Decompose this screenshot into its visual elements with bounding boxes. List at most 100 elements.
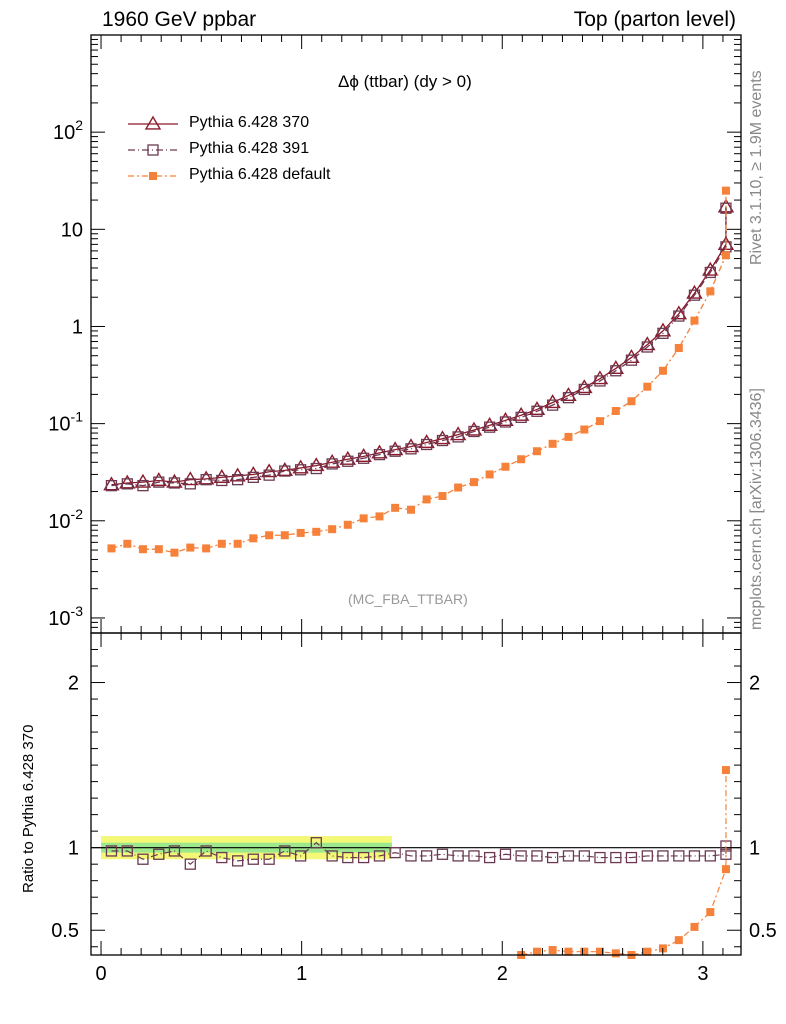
ratio-point-s1-30 [580, 947, 589, 956]
data-point-s0-13 [308, 457, 325, 472]
data-point-s0-0 [103, 476, 120, 491]
ratio-point-s0-38 [704, 850, 716, 862]
x-tick-label: 1 [296, 963, 307, 985]
data-point-s2-3 [154, 545, 163, 554]
ratio-point-s0-11 [279, 845, 291, 857]
ratio-y-tick-label: 2 [68, 673, 79, 695]
data-point-s0-14 [323, 453, 341, 468]
ratio-y-tick-label: 1 [68, 838, 79, 860]
data-point-s0-24 [481, 416, 498, 431]
ratio-point-s0-31 [594, 851, 606, 864]
data-point-s2-24 [485, 470, 494, 479]
data-point-s0-31 [591, 370, 609, 385]
ratio-point-s1-40 [721, 766, 730, 775]
data-point-s2-5 [186, 543, 195, 552]
mcplots-credit: mcplots.cern.ch [arXiv:1306.3436] [748, 388, 765, 630]
data-point-s1-14 [326, 458, 338, 470]
data-point-s1-26 [515, 411, 527, 424]
ratio-point-s0-2 [137, 853, 149, 865]
data-point-s2-35 [658, 366, 667, 375]
legend-marker-1 [147, 144, 159, 156]
data-point-s1-10 [263, 469, 275, 481]
data-point-s0-28 [544, 394, 561, 409]
data-point-s2-9 [249, 534, 258, 543]
data-point-s2-8 [233, 539, 242, 548]
ratio-point-s0-28 [546, 851, 559, 864]
ratio-y-axis-label: Ratio to Pythia 6.428 370 [20, 724, 37, 893]
data-point-s1-4 [168, 477, 181, 489]
data-point-s2-30 [580, 425, 589, 434]
data-point-s2-29 [564, 432, 573, 441]
data-point-s2-2 [138, 545, 147, 554]
ratio-point-s1-38 [706, 908, 715, 917]
data-point-s0-21 [434, 430, 451, 445]
plot-title: Δϕ (ttbar) (dy > 0) [338, 72, 472, 91]
data-point-s0-6 [197, 470, 215, 485]
data-point-s1-11 [279, 465, 291, 477]
data-point-s2-40 [721, 186, 730, 195]
ratio-point-s0-36 [673, 850, 685, 862]
data-point-s0-11 [276, 462, 294, 477]
ratio-point-s0-15 [342, 851, 354, 864]
data-point-s1-1 [121, 478, 133, 490]
data-point-s2-32 [611, 406, 620, 415]
y-tick-label: 10-3 [48, 603, 83, 630]
ratio-point-s0-35 [657, 850, 669, 862]
ratio-point-s0-18 [389, 846, 401, 859]
data-point-s0-27 [528, 401, 546, 416]
data-point-s0-37 [686, 284, 703, 299]
data-point-s1-25 [499, 416, 512, 428]
data-point-s1-8 [232, 474, 244, 486]
data-point-s2-27 [532, 447, 541, 456]
ratio-point-s0-1 [121, 845, 133, 857]
data-point-s2-39 [721, 251, 730, 260]
ratio-point-s0-34 [641, 850, 653, 862]
data-point-s2-26 [517, 455, 526, 464]
data-point-s1-30 [578, 383, 590, 396]
ratio-point-s0-3 [153, 848, 165, 860]
data-point-s1-7 [216, 474, 228, 487]
data-point-s1-9 [247, 471, 259, 483]
y-tick-label: 102 [53, 117, 83, 144]
data-point-s1-16 [357, 452, 370, 464]
legend-marker-2 [149, 172, 157, 180]
data-point-s2-10 [265, 531, 274, 540]
ratio-point-s0-30 [578, 850, 590, 862]
ratio-point-s0-29 [562, 850, 575, 862]
data-point-s1-15 [342, 455, 354, 467]
ratio-point-s0-27 [531, 850, 543, 862]
data-point-s0-4 [166, 473, 183, 488]
ratio-point-s0-17 [373, 850, 386, 862]
data-point-s1-19 [405, 443, 417, 455]
y-tick-label: 10-1 [48, 409, 83, 436]
data-point-s0-32 [607, 360, 625, 375]
data-point-s2-37 [690, 316, 699, 325]
data-point-s1-21 [436, 434, 449, 447]
data-point-s1-20 [420, 438, 433, 451]
data-point-s1-5 [184, 478, 196, 490]
data-point-s1-3 [153, 476, 165, 488]
ratio-point-s0-20 [420, 850, 433, 862]
ratio-point-s1-39 [721, 865, 730, 874]
data-point-s2-16 [359, 514, 368, 523]
axes-layer: 10-3 10-2 10-1 1 10 102 0 1 2 3 0.5 0.5 1 1 2 2 [48, 34, 777, 985]
data-point-s0-30 [576, 379, 593, 394]
ratio-point-s1-28 [548, 946, 557, 955]
legend-label-default: Pythia 6.428 default [189, 166, 331, 183]
ratio-point-s1-31 [595, 947, 604, 956]
data-point-s0-17 [371, 444, 388, 459]
ratio-point-s0-10 [263, 853, 275, 865]
data-point-s0-7 [213, 468, 231, 483]
ratio-point-s0-16 [357, 851, 370, 864]
ratio-point-s0-7 [216, 851, 228, 864]
analysis-tag: (MC_FBA_TTBAR) [348, 591, 468, 607]
data-point-s1-18 [389, 445, 401, 457]
data-point-s1-31 [594, 375, 606, 387]
data-point-s0-16 [355, 448, 372, 462]
data-point-s1-32 [610, 365, 622, 377]
data-point-s2-15 [343, 520, 352, 529]
ratio-point-s1-36 [674, 936, 683, 945]
data-point-s0-9 [245, 466, 262, 481]
data-point-s2-0 [107, 544, 116, 553]
